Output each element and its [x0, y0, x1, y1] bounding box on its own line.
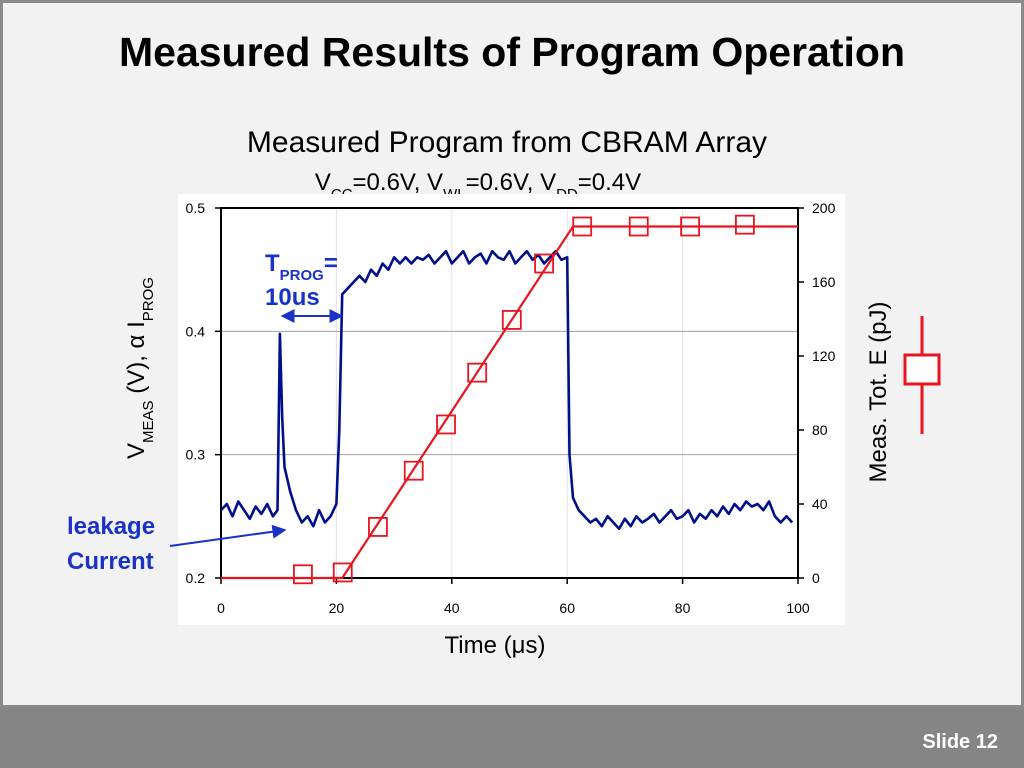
- data-marker: [628, 216, 649, 237]
- data-marker: [293, 564, 313, 585]
- legend-symbol-marker: [903, 353, 941, 386]
- y2-axis-label: Meas. Tot. E (pJ): [865, 302, 892, 483]
- data-marker: [534, 253, 555, 274]
- slide-title: Measured Results of Program Operation: [119, 29, 905, 75]
- data-marker: [368, 517, 388, 537]
- data-marker: [403, 460, 424, 481]
- chart-title: Measured Program from CBRAM Array: [247, 126, 767, 159]
- y2-tick-label: 120: [812, 348, 836, 364]
- y2-tick-label: 40: [812, 496, 828, 512]
- data-marker: [332, 562, 353, 583]
- x-tick-label: 80: [675, 600, 691, 616]
- y2-tick-label: 0: [812, 570, 820, 586]
- tprog-annotation: TPROG= 10us: [265, 250, 338, 311]
- x-tick-label: 60: [559, 600, 575, 616]
- y-axis-label: VMEAS (V), α IPROG: [123, 277, 157, 459]
- data-marker: [501, 310, 522, 330]
- x-tick-label: 40: [444, 600, 460, 616]
- y-tick-label: 0.4: [186, 323, 206, 339]
- chart-area: [178, 194, 845, 625]
- y-tick-label: 0.3: [186, 447, 206, 463]
- y2-tick-label: 160: [812, 274, 836, 290]
- x-axis-label: Time (μs): [445, 632, 546, 659]
- plot: 0 20 40 60 80 100 0.2 0.3 0.4 0.5 0 40 80 120 160 200: [186, 200, 836, 616]
- footer-bar: [0, 708, 1024, 768]
- data-marker: [680, 216, 701, 237]
- data-marker: [572, 216, 593, 237]
- y2-tick-label: 200: [812, 200, 836, 216]
- y-tick-label: 0.2: [186, 570, 206, 586]
- x-tick-label: 20: [329, 600, 345, 616]
- data-marker: [436, 414, 456, 435]
- x-tick-label: 0: [217, 600, 225, 616]
- slide-number: Slide 12: [922, 731, 998, 753]
- data-marker: [735, 214, 755, 235]
- data-marker: [467, 362, 488, 383]
- y2-tick-label: 80: [812, 422, 828, 438]
- leakage-annotation: leakage Current: [67, 513, 155, 575]
- plot-border: [220, 207, 799, 579]
- x-tick-label: 100: [786, 600, 810, 616]
- leakage-arrow: [169, 524, 287, 547]
- y-tick-label: 0.5: [186, 200, 206, 216]
- series-line: [220, 249, 794, 530]
